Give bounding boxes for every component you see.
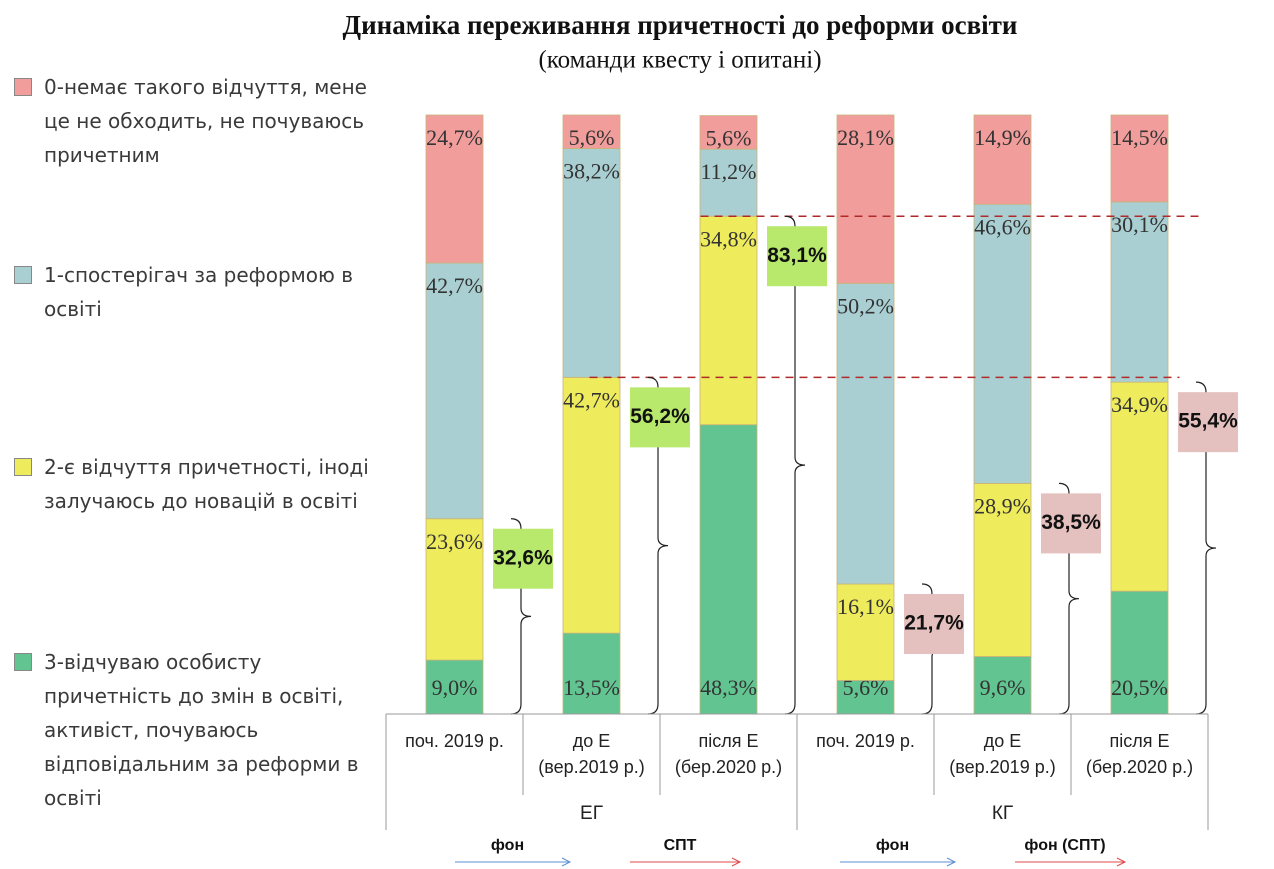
brace <box>510 518 532 715</box>
x-tick-label: поч. 2019 р. <box>405 731 504 751</box>
sum-label: 38,5% <box>1041 511 1101 534</box>
bar-segment <box>562 632 621 715</box>
legend-label: 1-спостерігач за реформою в освіті <box>44 263 353 321</box>
bar-segment <box>836 114 895 284</box>
legend-label: 0-немає такого відчуття, мене це не обхо… <box>44 75 367 167</box>
value-label: 28,1% <box>837 125 894 150</box>
legend-item: 3-відчуваю особисту причетність до змін … <box>14 645 394 815</box>
chart-subtitle: (команди квесту і опитані) <box>538 47 821 74</box>
value-label: 9,0% <box>432 675 478 700</box>
value-label: 23,6% <box>426 529 483 554</box>
x-tick-label: після Е <box>1109 731 1169 751</box>
legend-item: 2-є відчуття причетності, іноді залучаюс… <box>14 450 394 518</box>
value-label: 38,2% <box>563 159 620 184</box>
x-tick-label: (вер.2019 р.) <box>538 757 644 777</box>
arrow <box>455 857 572 867</box>
sum-label: 32,6% <box>493 546 553 569</box>
sum-box <box>1178 392 1238 453</box>
sum-box <box>904 594 964 655</box>
legend-label: 2-є відчуття причетності, іноді залучаюс… <box>44 455 369 513</box>
sum-label: 55,4% <box>1178 410 1238 433</box>
legend-item: 1-спостерігач за реформою в освіті <box>14 258 394 326</box>
bar-segment <box>973 114 1032 205</box>
bar-segment <box>425 518 484 661</box>
value-label: 16,1% <box>837 594 894 619</box>
value-label: 20,5% <box>1111 675 1168 700</box>
group-label: КГ <box>992 803 1013 824</box>
brace <box>1195 381 1217 715</box>
value-label: 14,9% <box>974 125 1031 150</box>
value-label: 46,6% <box>974 214 1031 239</box>
legend-swatch <box>14 266 32 284</box>
x-tick-label: поч. 2019 р. <box>816 731 915 751</box>
x-tick-label: (бер.2020 р.) <box>1086 757 1193 777</box>
legend-swatch <box>14 653 32 671</box>
value-label: 5,6% <box>569 125 615 150</box>
bar-segment <box>1110 114 1169 203</box>
arrow-label: СПТ <box>664 837 697 854</box>
value-label: 5,6% <box>706 126 752 151</box>
bar-segment <box>562 148 621 378</box>
legend-label: 3-відчуваю особисту причетність до змін … <box>44 650 359 810</box>
x-tick-label: після Е <box>698 731 758 751</box>
value-label: 34,8% <box>700 226 757 251</box>
value-label: 50,2% <box>837 293 894 318</box>
value-label: 13,5% <box>563 675 620 700</box>
chart-title: Динаміка переживання причетності до рефо… <box>343 10 1018 40</box>
sum-label: 21,7% <box>904 612 964 635</box>
bar-segment <box>973 482 1032 657</box>
legend-item: 0-немає такого відчуття, мене це не обхо… <box>14 70 394 172</box>
value-label: 28,9% <box>974 493 1031 518</box>
arrow <box>840 857 957 867</box>
brace <box>1058 482 1080 715</box>
legend-swatch <box>14 458 32 476</box>
group-label: ЕГ <box>580 803 603 824</box>
bar-segment <box>699 215 758 426</box>
sum-label: 56,2% <box>630 405 690 428</box>
value-label: 24,7% <box>426 125 483 150</box>
bar-segment <box>973 656 1032 715</box>
value-label: 42,7% <box>563 387 620 412</box>
bar-segment <box>836 680 895 715</box>
arrow <box>630 857 742 867</box>
value-label: 48,3% <box>700 675 757 700</box>
value-label: 34,9% <box>1111 392 1168 417</box>
value-label: 9,6% <box>980 675 1026 700</box>
bar-segment <box>1110 381 1169 592</box>
value-label: 11,2% <box>700 159 756 184</box>
brace <box>647 376 669 715</box>
sum-box <box>1041 493 1101 554</box>
arrow-label: фон <box>876 837 909 854</box>
bar-segment <box>836 583 895 681</box>
bar-segment <box>699 424 758 715</box>
sum-box <box>493 528 553 589</box>
bar-segment <box>973 203 1032 484</box>
legend-swatch <box>14 78 32 96</box>
bar-segment <box>562 376 621 634</box>
bar-segment <box>425 114 484 264</box>
x-tick-label: до Е <box>573 731 611 751</box>
bar-segment <box>836 282 895 585</box>
sum-box <box>630 387 690 448</box>
bar-segment <box>562 114 621 149</box>
arrow <box>1015 857 1127 867</box>
bar-segment <box>699 115 758 150</box>
arrow-label: фон (СПТ) <box>1024 837 1105 854</box>
x-tick-label: (бер.2020 р.) <box>675 757 782 777</box>
bar-segment <box>1110 201 1169 383</box>
bar-segment <box>425 262 484 520</box>
arrow-label: фон <box>491 837 524 854</box>
brace <box>784 215 806 715</box>
sum-box <box>767 226 827 287</box>
sum-label: 83,1% <box>767 244 827 267</box>
x-tick-label: до Е <box>984 731 1022 751</box>
value-label: 14,5% <box>1111 125 1168 150</box>
value-label: 42,7% <box>426 273 483 298</box>
bar-segment <box>1110 590 1169 715</box>
x-tick-label: (вер.2019 р.) <box>949 757 1055 777</box>
